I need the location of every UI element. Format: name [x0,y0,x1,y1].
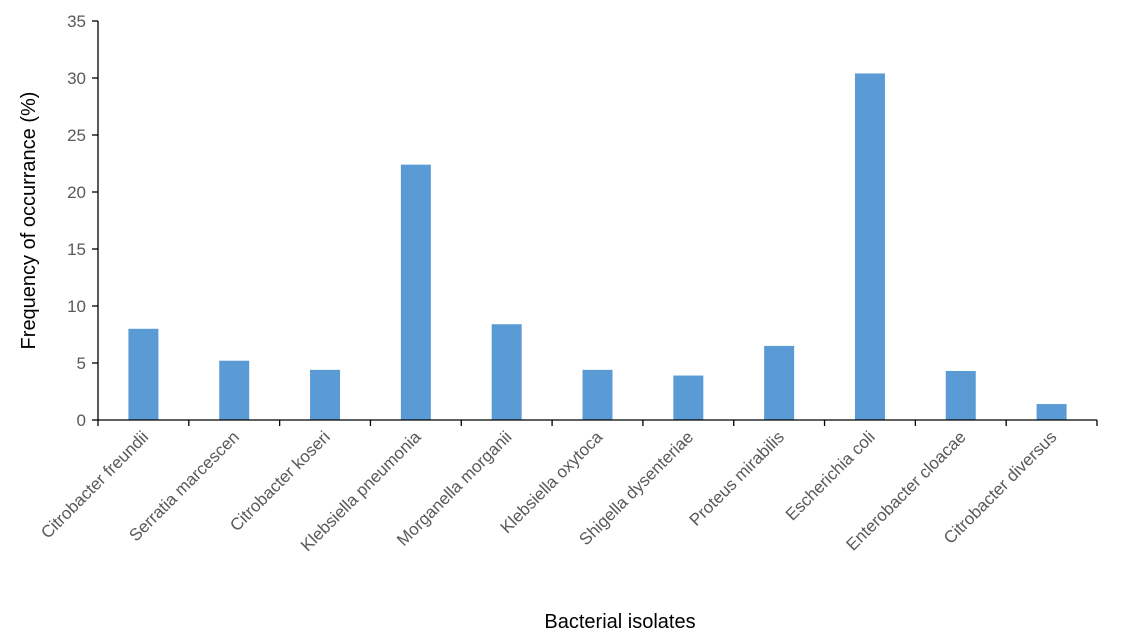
y-axis-ticks: 0 5 10 15 20 25 30 35 [67,12,98,430]
y-tick-label: 10 [67,297,86,316]
y-tick-label: 0 [77,411,86,430]
bar [945,370,976,420]
bar [310,369,341,420]
x-category-label: Proteus mirabilis [686,427,788,529]
bar [854,73,885,420]
bar [491,324,522,420]
bar [400,164,431,420]
x-category-label: Citrobacter koseri [226,427,334,535]
y-tick-label: 5 [77,354,86,373]
bar [673,375,704,420]
bar [219,360,250,420]
x-axis-ticks [97,420,1098,426]
y-tick-label: 15 [67,240,86,259]
bars-group [128,73,1067,420]
y-tick-label: 35 [67,12,86,31]
y-tick-label: 20 [67,183,86,202]
bar [764,345,795,420]
y-tick-label: 25 [67,126,86,145]
bar [128,328,159,420]
bar [1036,404,1067,420]
x-axis-title: Bacterial isolates [544,611,695,633]
x-category-label: Escherichia coli [782,427,879,524]
y-tick-label: 30 [67,69,86,88]
y-axis-title: Frequency of occurrance (%) [18,92,40,350]
bar [582,369,613,420]
